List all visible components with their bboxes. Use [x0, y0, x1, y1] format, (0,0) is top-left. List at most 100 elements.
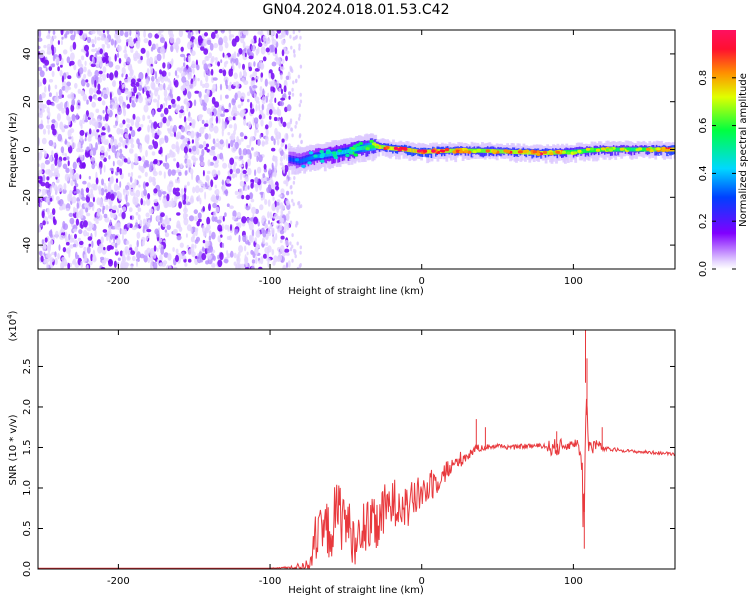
noise-blob [253, 117, 259, 124]
noise-blob [126, 56, 131, 65]
noise-blob [230, 110, 236, 117]
noise-blob [247, 91, 251, 97]
noise-blob [218, 106, 222, 112]
noise-blob [110, 175, 114, 184]
snr-background [38, 330, 675, 569]
noise-blob [51, 70, 55, 78]
noise-blob [215, 206, 220, 213]
noise-blob [201, 119, 205, 124]
signal-core [412, 148, 416, 153]
noise-blob [39, 110, 43, 119]
noise-blob [82, 220, 88, 228]
noise-blob [223, 258, 229, 264]
noise-blob [47, 111, 51, 118]
noise-blob [91, 39, 95, 44]
signal-core [301, 158, 305, 163]
noise-blob [42, 174, 46, 182]
noise-blob [271, 147, 276, 152]
noise-blob [170, 98, 176, 105]
signal-peak [422, 149, 428, 153]
noise-blob [164, 232, 170, 238]
noise-blob [110, 38, 115, 46]
noise-blob [69, 45, 73, 52]
noise-blob [85, 196, 90, 203]
noise-blob [200, 46, 205, 51]
noise-blob [46, 176, 50, 181]
noise-blob [140, 124, 144, 128]
noise-blob [239, 164, 244, 168]
noise-blob [124, 30, 128, 33]
noise-blob [180, 163, 183, 169]
noise-blob [275, 82, 279, 89]
noise-blob [162, 162, 167, 167]
signal-core [371, 144, 375, 149]
noise-blob [123, 53, 128, 59]
noise-blob [258, 103, 261, 112]
noise-blob [149, 66, 154, 75]
noise-blob [90, 63, 96, 68]
signal-core [356, 147, 360, 151]
noise-blob [239, 71, 243, 80]
noise-blob [156, 53, 162, 62]
noise-blob [66, 141, 71, 148]
signal-peak [536, 152, 541, 156]
noise-blob [169, 149, 172, 154]
noise-blob [85, 187, 90, 193]
noise-blob [79, 174, 82, 180]
noise-blob [236, 136, 240, 142]
noise-blob [38, 182, 41, 188]
signal-core [641, 147, 644, 152]
noise-blob [158, 149, 162, 155]
noise-blob [52, 35, 57, 39]
noise-blob [52, 182, 55, 189]
noise-blob [267, 259, 270, 268]
noise-blob [250, 249, 254, 255]
noise-blob [250, 182, 254, 189]
signal-core [363, 145, 367, 150]
noise-blob [244, 52, 247, 58]
noise-blob [48, 139, 54, 147]
noise-blob [230, 224, 232, 231]
noise-blob [298, 264, 302, 269]
noise-blob [168, 104, 172, 110]
noise-blob [270, 44, 275, 53]
noise-blob [296, 241, 299, 246]
signal-core [300, 159, 303, 164]
noise-blob [291, 133, 294, 138]
signal-core [528, 150, 532, 155]
noise-blob [179, 109, 184, 114]
noise-blob [295, 120, 298, 125]
noise-blob [70, 104, 75, 112]
noise-blob [139, 165, 145, 172]
noise-blob [199, 99, 202, 105]
noise-blob [95, 47, 98, 52]
signal-peak [595, 148, 601, 152]
noise-blob [199, 197, 202, 205]
noise-blob [80, 188, 84, 196]
noise-blob [171, 169, 176, 176]
x-tick-label: 100 [564, 576, 583, 587]
noise-blob [106, 245, 111, 252]
noise-blob [172, 152, 176, 158]
noise-blob [160, 246, 165, 255]
noise-blob [187, 258, 192, 263]
noise-blob [145, 182, 149, 187]
noise-blob [92, 185, 96, 191]
noise-blob [55, 196, 60, 201]
noise-blob [234, 229, 237, 236]
noise-blob [166, 119, 171, 127]
noise-blob [211, 169, 217, 178]
noise-blob [245, 161, 248, 170]
signal-core [512, 149, 515, 154]
signal-peak [402, 146, 408, 151]
noise-blob [197, 77, 200, 82]
noise-blob [279, 245, 285, 254]
noise-blob [143, 38, 149, 44]
noise-blob [41, 239, 45, 245]
noise-blob [145, 149, 148, 158]
noise-blob [165, 154, 168, 163]
noise-blob [243, 245, 247, 252]
noise-blob [123, 49, 127, 54]
noise-blob [220, 146, 224, 150]
noise-blob [69, 194, 73, 202]
